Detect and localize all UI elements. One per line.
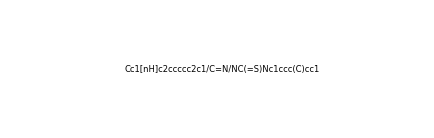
Text: Cc1[nH]c2ccccc2c1/C=N/NC(=S)Nc1ccc(C)cc1: Cc1[nH]c2ccccc2c1/C=N/NC(=S)Nc1ccc(C)cc1	[125, 65, 320, 74]
